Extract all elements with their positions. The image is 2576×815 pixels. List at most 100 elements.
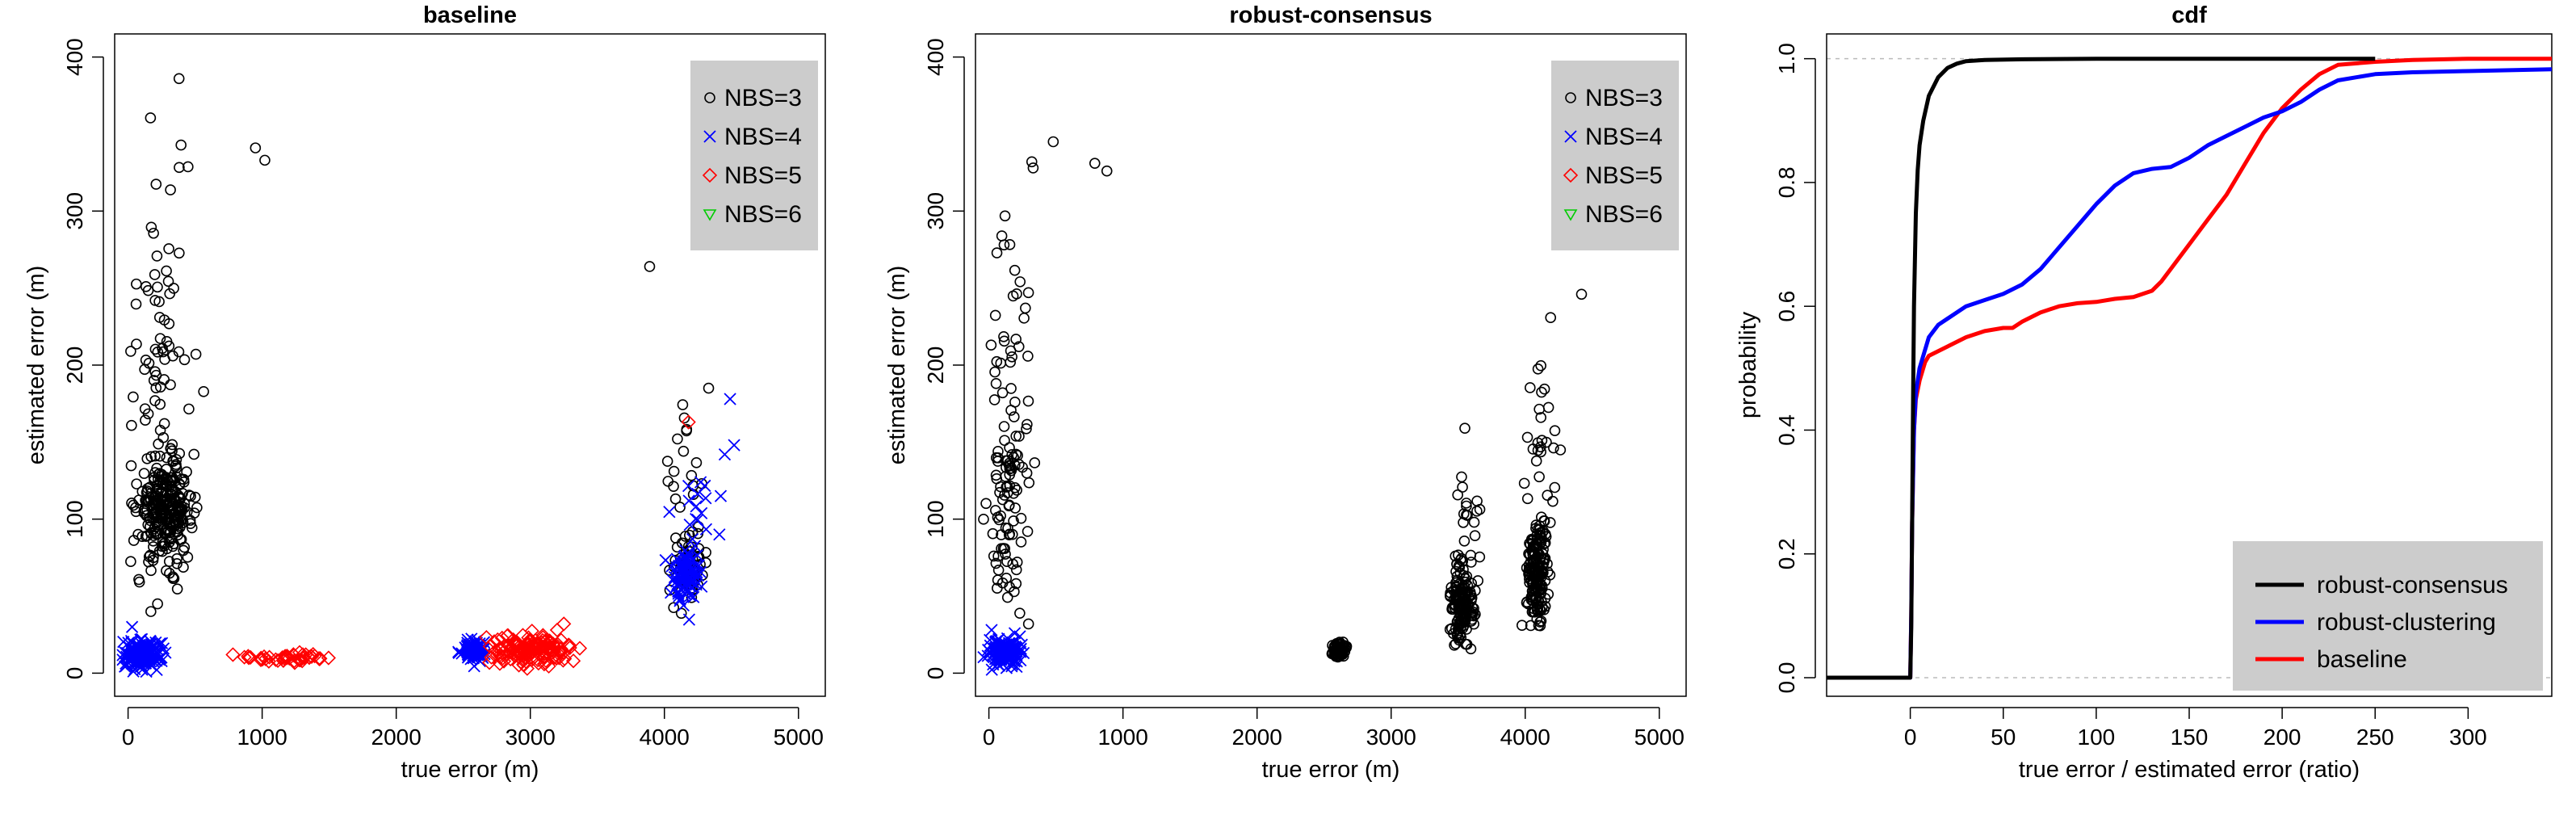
data-point	[687, 590, 700, 603]
data-point	[1445, 587, 1456, 599]
data-point	[541, 658, 556, 674]
data-point	[144, 481, 156, 494]
data-point	[1450, 550, 1462, 562]
data-point	[1010, 578, 1022, 590]
x-tick-label: 200	[2263, 725, 2301, 750]
data-point	[1022, 287, 1034, 299]
data-point	[1523, 559, 1535, 571]
data-point	[1535, 412, 1546, 423]
data-point	[174, 502, 187, 515]
data-point	[1456, 471, 1467, 483]
data-point	[1518, 477, 1530, 489]
data-point	[1004, 442, 1015, 454]
data-point	[1009, 482, 1021, 494]
x-axis-label: true error (m)	[1262, 757, 1400, 783]
data-point	[174, 478, 186, 489]
data-point	[1534, 620, 1546, 632]
data-point	[682, 494, 695, 507]
data-point	[991, 247, 1003, 258]
data-point	[145, 606, 157, 617]
data-point	[143, 357, 155, 369]
data-point	[157, 545, 168, 557]
data-point	[985, 339, 997, 351]
x-tick-label: 1000	[1097, 725, 1147, 750]
data-point	[171, 583, 183, 594]
y-tick-label: 0.8	[1774, 166, 1799, 198]
x-tick-label: 150	[2171, 725, 2209, 750]
data-point	[677, 599, 690, 612]
data-point	[998, 421, 1010, 432]
data-point	[1548, 442, 1559, 454]
data-point	[690, 457, 703, 468]
data-point	[145, 527, 157, 539]
data-point	[191, 502, 203, 514]
legend-label: NBS=4	[724, 124, 802, 150]
data-point	[992, 574, 1004, 586]
data-point	[198, 386, 209, 397]
chart-title: cdf	[2171, 2, 2207, 28]
data-point	[161, 336, 173, 347]
data-point	[1466, 557, 1477, 568]
x-tick-label: 4000	[640, 725, 690, 750]
data-point	[687, 566, 701, 579]
data-point	[175, 139, 187, 151]
data-point	[153, 296, 165, 308]
data-point	[1544, 517, 1556, 528]
data-point	[1525, 382, 1536, 393]
plot-frame	[975, 33, 1687, 697]
data-point	[140, 651, 153, 665]
data-point	[143, 556, 154, 568]
data-point	[161, 452, 173, 464]
data-point	[678, 412, 690, 424]
data-point	[1015, 512, 1027, 524]
data-point	[516, 657, 531, 673]
data-point	[163, 532, 175, 544]
data-point	[668, 465, 680, 477]
data-point	[1521, 597, 1533, 608]
cdf-line-robust-clustering	[1827, 67, 2553, 680]
data-point	[1006, 641, 1019, 655]
data-point	[1542, 401, 1554, 414]
data-point	[996, 529, 1007, 540]
x-tick-label: 5000	[1634, 725, 1684, 750]
data-point	[130, 502, 141, 514]
data-point	[1542, 489, 1554, 502]
data-point	[503, 651, 518, 667]
data-point	[663, 506, 676, 519]
data-point	[1459, 422, 1471, 434]
data-point	[162, 275, 174, 288]
x-tick-label: 5000	[774, 725, 824, 750]
data-point	[165, 184, 176, 195]
data-point	[149, 450, 161, 462]
data-point	[1535, 359, 1546, 372]
x-tick-label: 3000	[506, 725, 556, 750]
x-tick-label: 300	[2449, 725, 2487, 750]
data-point	[1006, 351, 1017, 363]
data-point	[1521, 431, 1533, 443]
panel-robust-consensus: robust-consensus 0 1000 2000 3000 4000 5000 0 10…	[884, 2, 1687, 783]
y-axis-label: estimated error (m)	[884, 266, 910, 465]
data-point	[713, 528, 726, 541]
series-nbs-3	[125, 73, 715, 620]
data-point	[1004, 239, 1016, 250]
data-point	[496, 653, 512, 669]
data-point	[1014, 607, 1026, 619]
data-point	[522, 632, 538, 648]
chart-title: baseline	[423, 2, 517, 28]
y-tick-label: 200	[62, 347, 87, 384]
data-point	[155, 501, 167, 513]
series-nbs-4	[116, 393, 740, 678]
data-point	[674, 502, 686, 513]
data-point	[1538, 538, 1550, 550]
data-point	[1466, 578, 1478, 590]
data-point	[504, 633, 519, 649]
x-tick-label: 1000	[237, 725, 287, 750]
data-point	[183, 161, 194, 173]
data-point	[661, 456, 673, 467]
data-point	[154, 450, 166, 462]
data-point	[1005, 356, 1016, 368]
data-point	[1471, 495, 1483, 507]
data-point	[241, 650, 257, 666]
data-point	[1029, 457, 1041, 468]
data-point	[143, 652, 157, 665]
